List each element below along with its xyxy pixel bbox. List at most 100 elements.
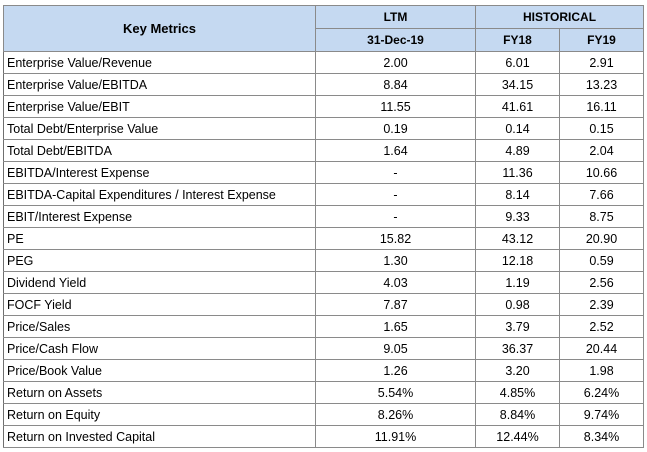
fy19-value: 16.11 [559,95,644,118]
metric-label: Enterprise Value/EBIT [3,95,316,118]
ltm-value: 1.64 [315,139,476,162]
fy19-value: 2.52 [559,315,644,338]
ltm-value: 1.26 [315,359,476,382]
key-metrics-table: Key Metrics LTM HISTORICAL 31-Dec-19 FY1… [3,5,644,448]
metric-label: EBITDA/Interest Expense [3,161,316,184]
table-row: Return on Equity 8.26% 8.84% 9.74% [3,403,644,426]
fy19-value: 2.39 [559,293,644,316]
table-header: Key Metrics LTM HISTORICAL 31-Dec-19 FY1… [3,5,644,52]
fy19-value: 2.04 [559,139,644,162]
metric-label: Price/Sales [3,315,316,338]
metric-label: Total Debt/Enterprise Value [3,117,316,140]
table-row: Enterprise Value/EBITDA 8.84 34.15 13.23 [3,73,644,96]
table-row: PEG 1.30 12.18 0.59 [3,249,644,272]
fy18-value: 0.98 [475,293,560,316]
table-row: EBITDA/Interest Expense -11.36 10.66 [3,161,644,184]
fy19-value: 20.44 [559,337,644,360]
fy18-value: 4.89 [475,139,560,162]
metric-label: Return on Invested Capital [3,425,316,448]
ltm-value: 5.54% [315,381,476,404]
metric-label: Return on Equity [3,403,316,426]
table-row: Enterprise Value/EBIT 11.55 41.61 16.11 [3,95,644,118]
fy18-value: 1.19 [475,271,560,294]
metric-label: Enterprise Value/EBITDA [3,73,316,96]
ltm-value: 15.82 [315,227,476,250]
fy19-header: FY19 [559,28,644,52]
fy18-value: 3.20 [475,359,560,382]
fy18-value: 6.01 [475,51,560,74]
metric-label: Price/Cash Flow [3,337,316,360]
table-row: Price/Sales 1.65 3.79 2.52 [3,315,644,338]
table-row: EBIT/Interest Expense -9.33 8.75 [3,205,644,228]
fy18-value: 8.14 [475,183,560,206]
ltm-value: 0.19 [315,117,476,140]
ltm-value: - [315,205,476,228]
fy19-value: 13.23 [559,73,644,96]
fy18-header: FY18 [475,28,560,52]
header-row-top: Key Metrics LTM HISTORICAL [3,5,644,52]
fy18-value: 0.14 [475,117,560,140]
ltm-value: 11.55 [315,95,476,118]
ltm-value: 7.87 [315,293,476,316]
fy19-value: 20.90 [559,227,644,250]
metric-label: FOCF Yield [3,293,316,316]
metric-label: PEG [3,249,316,272]
ltm-value: 8.26% [315,403,476,426]
fy19-value: 7.66 [559,183,644,206]
fy18-value: 12.18 [475,249,560,272]
table-row: Enterprise Value/Revenue 2.00 6.01 2.91 [3,51,644,74]
fy19-value: 9.74% [559,403,644,426]
metric-label: Enterprise Value/Revenue [3,51,316,74]
fy18-value: 12.44% [475,425,560,448]
ltm-value: - [315,161,476,184]
fy19-value: 2.91 [559,51,644,74]
fy19-value: 0.59 [559,249,644,272]
metric-label: Dividend Yield [3,271,316,294]
fy19-value: 0.15 [559,117,644,140]
ltm-date-header: 31-Dec-19 [315,28,476,52]
metric-label: Return on Assets [3,381,316,404]
historical-header: HISTORICAL [475,5,644,29]
fy18-value: 9.33 [475,205,560,228]
table-row: Price/Book Value 1.26 3.20 1.98 [3,359,644,382]
ltm-value: 2.00 [315,51,476,74]
ltm-value: 8.84 [315,73,476,96]
table-row: FOCF Yield 7.87 0.98 2.39 [3,293,644,316]
fy19-value: 1.98 [559,359,644,382]
metric-label: Total Debt/EBITDA [3,139,316,162]
table-row: Return on Invested Capital 11.91% 12.44% 8.… [3,425,644,448]
ltm-value: 1.30 [315,249,476,272]
ltm-header: LTM [315,5,476,29]
metric-label: EBITDA-Capital Expenditures / Interest E… [3,183,316,206]
table-row: Total Debt/EBITDA 1.64 4.89 2.04 [3,139,644,162]
table-row: EBITDA-Capital Expenditures / Interest E… [3,183,644,206]
fy19-value: 2.56 [559,271,644,294]
fy19-value: 8.75 [559,205,644,228]
ltm-value: 1.65 [315,315,476,338]
fy19-value: 8.34% [559,425,644,448]
fy18-value: 11.36 [475,161,560,184]
table-row: Price/Cash Flow 9.05 36.37 20.44 [3,337,644,360]
fy19-value: 10.66 [559,161,644,184]
metric-label: EBIT/Interest Expense [3,205,316,228]
fy18-value: 3.79 [475,315,560,338]
metric-label: PE [3,227,316,250]
metric-label: Price/Book Value [3,359,316,382]
table-body: Enterprise Value/Revenue 2.00 6.01 2.91 Ente… [3,51,644,448]
fy18-value: 41.61 [475,95,560,118]
ltm-value: 9.05 [315,337,476,360]
fy18-value: 36.37 [475,337,560,360]
fy18-value: 8.84% [475,403,560,426]
fy18-value: 4.85% [475,381,560,404]
fy18-value: 43.12 [475,227,560,250]
fy18-value: 34.15 [475,73,560,96]
table-row: Total Debt/Enterprise Value 0.19 0.14 0.15 [3,117,644,140]
fy19-value: 6.24% [559,381,644,404]
table-row: Return on Assets 5.54% 4.85% 6.24% [3,381,644,404]
key-metrics-header: Key Metrics [3,5,316,52]
table-row: Dividend Yield 4.03 1.19 2.56 [3,271,644,294]
ltm-value: - [315,183,476,206]
ltm-value: 4.03 [315,271,476,294]
ltm-value: 11.91% [315,425,476,448]
header-row-bottom: 31-Dec-19 FY18 FY19 [4,28,644,52]
